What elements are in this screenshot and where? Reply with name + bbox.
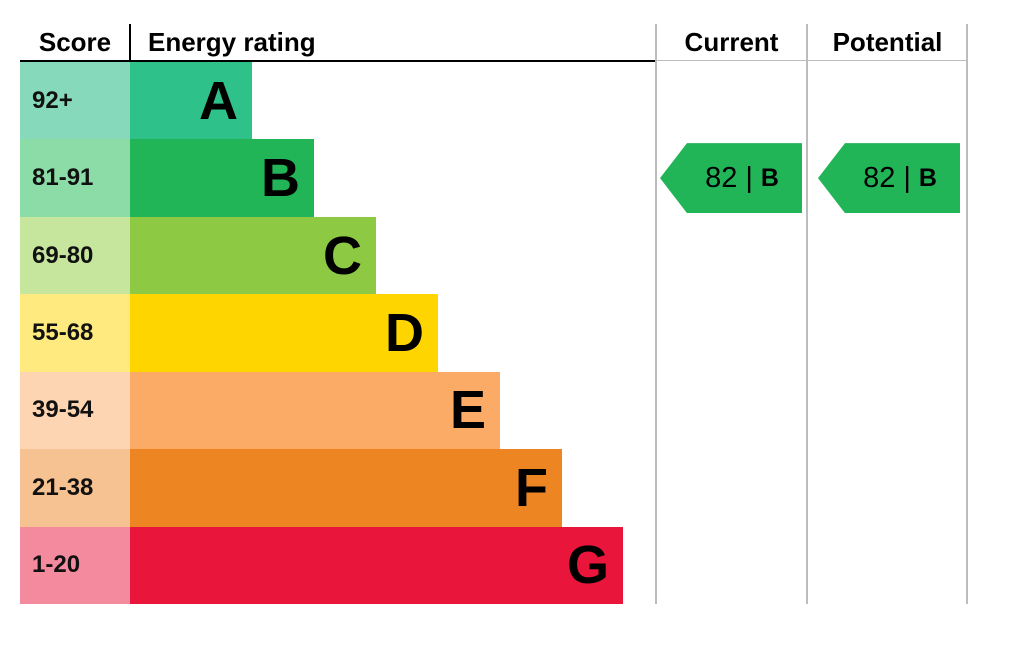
potential-rating-arrow: 82 | B: [818, 143, 960, 214]
current-separator: |: [745, 161, 753, 194]
current-score-value: 82: [705, 161, 738, 194]
band-row-e: 39-54 E: [20, 371, 624, 450]
potential-score-value: 82: [863, 161, 896, 194]
band-score-range: 69-80: [20, 216, 130, 295]
band-bar: F: [130, 449, 562, 527]
band-bar: E: [130, 371, 500, 450]
rating-bands: 92+ A 81-91 B 69-80 C 55-68 D 39-54 E 21-38 F 1-20 G: [20, 62, 624, 604]
band-row-b: 81-91 B: [20, 139, 624, 217]
band-letter: B: [261, 148, 300, 209]
band-row-f: 21-38 F: [20, 449, 624, 527]
band-score-range: 39-54: [20, 371, 130, 450]
potential-column-right-border: [966, 24, 968, 604]
current-column-right-border: [806, 24, 808, 604]
header-current: Current: [684, 26, 779, 57]
band-letter: C: [323, 225, 362, 286]
band-row-d: 55-68 D: [20, 294, 624, 372]
header-underline-right: [657, 60, 966, 61]
header-energy-rating: Energy rating: [148, 26, 316, 57]
current-column-left-border: [655, 24, 657, 604]
band-score-range: 92+: [20, 62, 130, 140]
band-row-c: 69-80 C: [20, 216, 624, 295]
band-bar: A: [130, 62, 252, 140]
score-column-divider: [129, 24, 131, 62]
potential-rating-letter: B: [918, 163, 937, 192]
band-score-range: 1-20: [20, 526, 130, 604]
current-rating-letter: B: [760, 163, 779, 192]
band-score-range: 81-91: [20, 139, 130, 217]
current-rating-arrow: 82 | B: [660, 143, 802, 214]
band-score-range: 55-68: [20, 294, 130, 372]
header-potential: Potential: [832, 26, 943, 57]
header-underline: [20, 60, 656, 62]
band-letter: A: [199, 70, 238, 131]
band-bar: B: [130, 139, 314, 217]
band-letter: D: [385, 302, 424, 363]
band-bar: G: [130, 526, 623, 604]
band-score-range: 21-38: [20, 449, 130, 527]
band-row-g: 1-20 G: [20, 526, 624, 604]
band-bar: C: [130, 216, 376, 295]
header-score: Score: [38, 26, 112, 57]
band-letter: F: [515, 457, 548, 518]
band-bar: D: [130, 294, 438, 372]
band-letter: E: [449, 380, 486, 441]
potential-separator: |: [903, 161, 911, 194]
band-row-a: 92+ A: [20, 62, 624, 140]
band-letter: G: [566, 535, 609, 596]
